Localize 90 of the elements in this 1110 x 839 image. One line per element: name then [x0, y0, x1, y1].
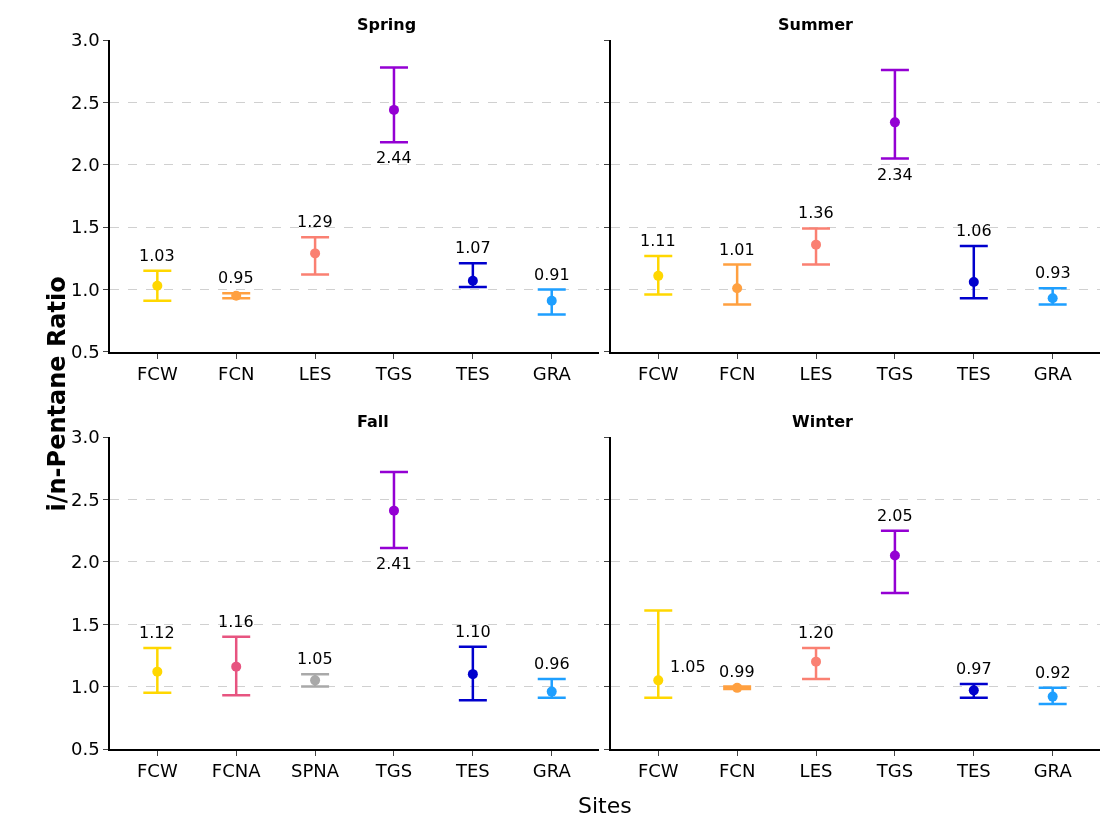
point — [968, 685, 979, 696]
data-label: 2.34 — [877, 165, 913, 184]
x-tick-label: GRA — [532, 363, 572, 385]
point — [467, 275, 478, 286]
y-axis-title: i/n-Pentane Ratio — [42, 276, 71, 512]
point — [467, 669, 478, 680]
x-tick-label: TGS — [374, 760, 413, 782]
x-tick-label: TES — [454, 363, 490, 385]
data-label: 1.10 — [455, 622, 491, 641]
data-label: 2.05 — [877, 506, 913, 525]
x-tick-label: FCN — [718, 363, 756, 385]
point — [310, 675, 321, 686]
data-label: 1.16 — [218, 612, 254, 631]
point — [546, 295, 557, 306]
data-label: 1.12 — [139, 623, 175, 642]
point — [546, 686, 557, 697]
y-tick-label: 1.5 — [71, 216, 100, 238]
x-tick-label: FCW — [136, 363, 178, 385]
x-tick-label: FCN — [218, 363, 255, 385]
x-tick-label: TGS — [875, 363, 914, 385]
x-tick-label: LES — [799, 760, 833, 782]
data-label: 1.05 — [297, 649, 333, 668]
chart-title: Summer — [778, 15, 854, 34]
y-tick-label: 1.5 — [71, 613, 100, 635]
y-tick-label: 3.0 — [71, 29, 100, 51]
data-label: 1.01 — [719, 240, 755, 259]
point — [310, 248, 321, 259]
x-tick-label: FCW — [637, 363, 679, 385]
data-label: 1.07 — [455, 238, 491, 257]
data-label: 1.29 — [297, 212, 333, 231]
data-label: 1.06 — [956, 221, 992, 240]
x-tick-label: TGS — [374, 363, 413, 385]
x-tick-label: TES — [955, 760, 991, 782]
point — [1047, 691, 1058, 702]
y-tick-label: 0.5 — [71, 341, 100, 363]
y-tick-label: 3.0 — [71, 426, 100, 448]
data-label: 2.44 — [376, 148, 412, 167]
data-label: 2.41 — [376, 554, 412, 573]
y-tick-label: 2.5 — [71, 488, 100, 510]
point — [152, 666, 163, 677]
point — [732, 682, 743, 693]
point — [889, 550, 900, 561]
x-tick-label: TGS — [875, 760, 914, 782]
x-tick-label: FCN — [718, 760, 756, 782]
x-axis-title: Sites — [578, 793, 632, 818]
data-label: 0.95 — [218, 268, 254, 287]
chart-title: Fall — [357, 412, 389, 431]
x-tick-label: GRA — [1033, 363, 1073, 385]
point — [968, 277, 979, 288]
x-tick-label: GRA — [1033, 760, 1073, 782]
data-label: 1.11 — [640, 231, 676, 250]
y-tick-label: 2.0 — [71, 551, 100, 573]
x-tick-label: TES — [955, 363, 991, 385]
point — [152, 280, 163, 291]
point — [388, 505, 399, 516]
x-tick-label: FCW — [637, 760, 679, 782]
data-label: 0.96 — [534, 654, 570, 673]
point — [889, 117, 900, 128]
data-label: 0.92 — [1035, 663, 1071, 682]
data-label: 0.99 — [719, 662, 755, 681]
point — [653, 270, 664, 281]
data-label: 1.20 — [798, 623, 834, 642]
data-label: 1.36 — [798, 203, 834, 222]
y-tick-label: 2.0 — [71, 154, 100, 176]
y-tick-label: 2.5 — [71, 91, 100, 113]
x-tick-label: LES — [799, 363, 833, 385]
data-label: 1.03 — [139, 246, 175, 265]
point — [811, 239, 822, 250]
point — [1047, 293, 1058, 304]
point — [231, 661, 242, 672]
x-tick-label: TES — [454, 760, 490, 782]
point — [732, 283, 743, 294]
point — [231, 290, 242, 301]
x-tick-label: SPNA — [291, 760, 340, 782]
x-tick-label: FCNA — [211, 760, 262, 782]
x-tick-label: GRA — [532, 760, 572, 782]
chart-title: Spring — [357, 15, 417, 34]
data-label: 1.05 — [670, 657, 706, 676]
data-label: 0.97 — [956, 659, 992, 678]
point — [653, 675, 664, 686]
y-tick-label: 1.0 — [71, 675, 100, 697]
data-label: 0.91 — [534, 265, 570, 284]
point — [388, 104, 399, 115]
y-tick-label: 1.0 — [71, 278, 100, 300]
x-tick-label: LES — [298, 363, 332, 385]
data-label: 0.93 — [1035, 263, 1071, 282]
y-tick-label: 0.5 — [71, 738, 100, 760]
chart-title: Winter — [792, 412, 854, 431]
x-tick-label: FCW — [136, 760, 178, 782]
point — [811, 656, 822, 667]
